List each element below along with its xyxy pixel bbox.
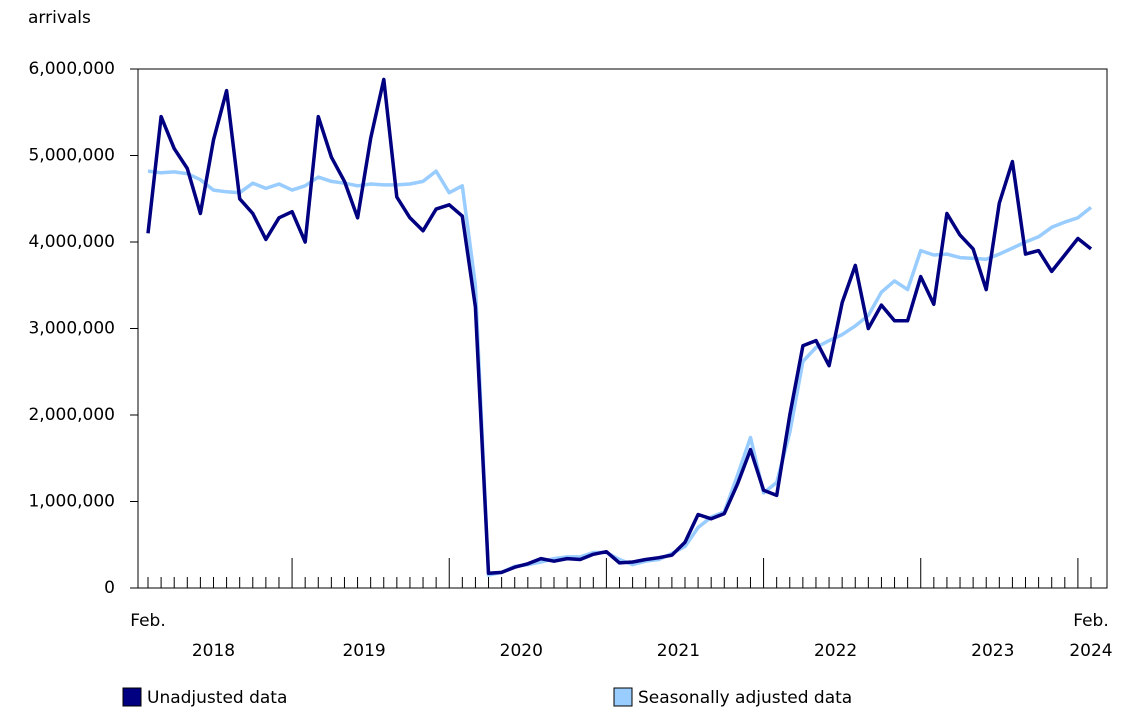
y-tick-label: 0 — [104, 578, 115, 598]
year-label: 2024 — [1069, 641, 1112, 661]
y-tick-label: 5,000,000 — [28, 146, 115, 166]
year-label: 2018 — [192, 641, 235, 661]
y-tick-label: 1,000,000 — [28, 492, 115, 512]
year-label: 2020 — [500, 641, 543, 661]
plot-frame — [137, 68, 1108, 589]
legend-label: Seasonally adjusted data — [638, 688, 852, 708]
y-axis-label: arrivals — [28, 8, 91, 28]
year-label: 2019 — [342, 641, 385, 661]
year-label: 2022 — [814, 641, 857, 661]
y-tick-label: 6,000,000 — [28, 59, 115, 79]
legend-label: Unadjusted data — [147, 688, 287, 708]
legend-swatch — [613, 687, 633, 707]
y-tick-label: 3,000,000 — [28, 319, 115, 339]
year-label: 2021 — [657, 641, 700, 661]
x-tick-label: Feb. — [1073, 611, 1109, 631]
x-tick-label: Feb. — [130, 611, 166, 631]
year-label: 2023 — [971, 641, 1014, 661]
y-tick-label: 4,000,000 — [28, 232, 115, 252]
legend-swatch — [122, 687, 142, 707]
y-tick-label: 2,000,000 — [28, 405, 115, 425]
series-line — [146, 77, 1093, 576]
series-line — [147, 169, 1093, 577]
